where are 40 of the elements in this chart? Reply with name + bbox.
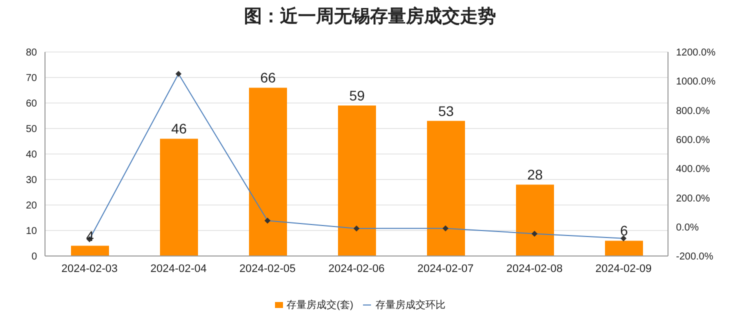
data-label: 6 [620,222,628,239]
x-tick-label: 2024-02-07 [417,262,474,275]
y2-tick-label: 1000.0% [676,76,716,88]
x-tick-label: 2024-02-08 [506,262,563,275]
y-tick-label: 0 [31,252,38,263]
y-tick-label: 40 [26,150,38,161]
bar [338,106,376,256]
y2-tick-label: 400.0% [676,164,710,176]
bar [249,88,287,256]
y2-tick-label: 0.0% [676,222,699,234]
data-label: 28 [527,166,543,183]
data-label: 59 [349,88,365,104]
bar [516,184,554,256]
chart-title: 图：近一周无锡存量房成交走势 [243,5,497,28]
x-tick-label: 2024-02-09 [595,262,652,275]
bar [160,138,198,256]
y2-tick-label: 600.0% [676,134,710,146]
bar [427,120,465,256]
x-tick-label: 2024-02-04 [150,262,207,275]
x-tick-label: 2024-02-06 [328,262,385,275]
x-tick-label: 2024-02-05 [239,262,296,275]
y2-tick-label: -200.0% [676,252,714,263]
y-tick-label: 50 [26,124,38,136]
y2-tick-label: 800.0% [676,106,710,117]
y-tick-label: 70 [26,73,38,84]
y-tick-label: 10 [26,226,38,238]
y-tick-label: 60 [26,98,38,110]
y2-tick-label: 1200.0% [676,48,716,59]
data-label: 46 [171,120,187,137]
x-tick-label: 2024-02-03 [61,262,118,275]
y-tick-label: 80 [26,48,38,59]
y-tick-label: 30 [26,175,38,186]
legend-label: 存量房成交(套) [286,300,354,311]
data-label: 53 [438,102,454,119]
y2-tick-label: 200.0% [676,193,710,204]
bar [605,240,643,256]
data-label: 66 [260,70,276,86]
y-tick-label: 20 [26,200,38,212]
legend-label: 存量房成交环比 [375,300,446,311]
bar [71,246,109,256]
